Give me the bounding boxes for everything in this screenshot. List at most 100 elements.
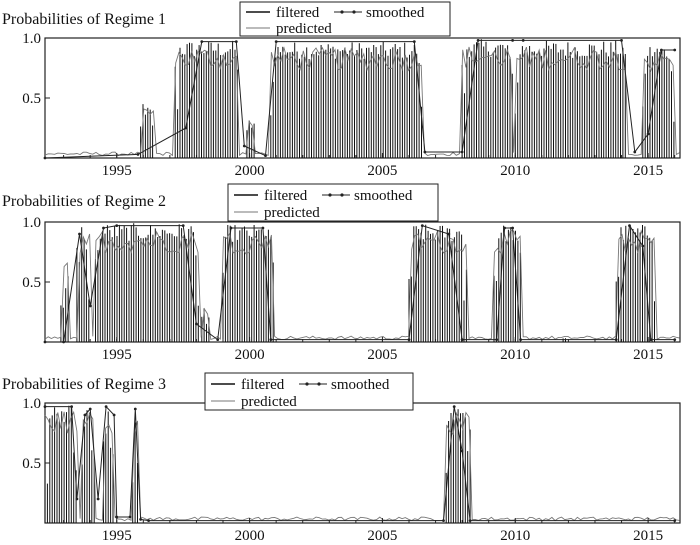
legend: filtered smoothed predicted xyxy=(204,372,414,411)
x-tick-label: 2010 xyxy=(500,347,530,363)
smoothed-point xyxy=(83,413,87,417)
smoothed-point xyxy=(147,519,151,522)
y-axis-ticks: 0.5 1.0 xyxy=(22,215,50,291)
smoothed-point xyxy=(216,338,220,341)
smoothed-point xyxy=(468,519,472,522)
legend-smoothed-marker xyxy=(352,10,356,14)
legend-box xyxy=(204,372,414,411)
x-tick-label: 2000 xyxy=(235,347,265,363)
legend-smoothed-marker xyxy=(340,10,344,14)
smoothed-point xyxy=(521,39,525,42)
x-tick-label: 2015 xyxy=(633,163,663,179)
x-tick-label: 1995 xyxy=(102,528,132,544)
x-tick-label: 2005 xyxy=(367,163,397,179)
smoothed-point xyxy=(511,39,514,42)
x-tick-label: 2015 xyxy=(633,528,663,544)
legend: filtered smoothed predicted xyxy=(227,183,439,222)
smoothed-point xyxy=(102,226,105,230)
x-tick-label: 2010 xyxy=(500,163,530,179)
predicted-line xyxy=(44,46,680,157)
legend-smoothed-label: smoothed xyxy=(366,5,425,21)
smoothed-point xyxy=(495,338,499,341)
smoothed-point xyxy=(274,40,278,43)
smoothed-point xyxy=(43,340,47,344)
legend-smoothed-marker xyxy=(317,382,321,386)
smoothed-point xyxy=(460,449,464,453)
smoothed-point xyxy=(115,224,119,228)
x-tick-label: 2010 xyxy=(500,528,530,544)
smoothed-line xyxy=(45,224,675,343)
panel-title: Probabilities of Regime 1 xyxy=(2,11,166,28)
plot-marks xyxy=(43,39,680,160)
x-axis-ticks: 1995 2000 2005 2010 2015 xyxy=(63,153,676,179)
smoothed-point xyxy=(88,407,92,411)
smoothed-point xyxy=(264,154,267,158)
y-tick-label: 1.0 xyxy=(22,396,41,412)
y-tick-label: 1.0 xyxy=(22,215,41,231)
legend: filtered smoothed predicted xyxy=(239,1,451,37)
y-axis-ticks: 0.5 1.0 xyxy=(22,396,50,472)
smoothed-point xyxy=(43,156,47,160)
y-tick-label: 1.0 xyxy=(22,31,41,47)
smoothed-point xyxy=(234,40,238,43)
smoothed-point xyxy=(229,226,233,230)
x-tick-label: 2005 xyxy=(367,347,397,363)
smoothed-line xyxy=(45,405,675,522)
smoothed-point xyxy=(242,144,246,148)
x-tick-label: 2000 xyxy=(235,163,265,179)
x-tick-label: 2005 xyxy=(367,528,397,544)
x-axis-ticks: 1995 2000 2005 2010 2015 xyxy=(63,337,676,363)
smoothed-point xyxy=(181,224,185,228)
plot-marks xyxy=(43,405,680,523)
smoothed-point xyxy=(88,304,92,308)
smoothed-point xyxy=(460,150,464,154)
legend-predicted-label: predicted xyxy=(241,394,297,410)
x-tick-label: 2000 xyxy=(235,528,265,544)
smoothed-point xyxy=(70,405,73,408)
smoothed-point xyxy=(447,232,451,236)
smoothed-point xyxy=(649,338,653,341)
smoothed-point xyxy=(78,232,81,236)
legend-filtered-label: filtered xyxy=(264,188,308,204)
smoothed-point xyxy=(442,519,445,522)
smoothed-point xyxy=(269,338,273,341)
smoothed-point xyxy=(620,39,623,42)
smoothed-point xyxy=(641,244,645,248)
y-axis-ticks: 0.5 1.0 xyxy=(22,31,50,107)
smoothed-point xyxy=(476,39,480,42)
smoothed-point xyxy=(200,40,204,43)
legend-predicted-label: predicted xyxy=(264,205,320,221)
panel-regime-3: Probabilities of Regime 3 1995 2000 2005 20… xyxy=(2,372,681,544)
smoothed-point xyxy=(133,407,137,411)
smoothed-point xyxy=(195,322,198,326)
y-tick-label: 0.5 xyxy=(22,275,41,291)
smoothed-point xyxy=(104,405,108,408)
legend-smoothed-label: smoothed xyxy=(354,188,413,204)
smoothed-point xyxy=(423,150,427,154)
legend-box xyxy=(239,1,451,37)
smoothed-point xyxy=(452,405,456,408)
predicted-line xyxy=(44,410,680,522)
smoothed-point xyxy=(261,226,265,230)
smoothed-point xyxy=(115,515,119,519)
panel-title: Probabilities of Regime 3 xyxy=(2,376,166,393)
y-tick-label: 0.5 xyxy=(22,456,41,472)
panel-regime-1: Probabilities of Regime 1 1995 2000 2005 20… xyxy=(2,1,681,179)
smoothed-point xyxy=(519,338,522,341)
plot-marks xyxy=(43,223,680,344)
legend-predicted-label: predicted xyxy=(276,21,332,37)
smoothed-point xyxy=(184,126,188,130)
panel-regime-2: Probabilities of Regime 2 1995 2000 2005 20… xyxy=(2,183,681,363)
x-tick-label: 1995 xyxy=(102,163,132,179)
smoothed-point xyxy=(511,226,514,230)
smoothed-point xyxy=(136,153,140,156)
smoothed-point xyxy=(412,40,416,43)
x-tick-label: 1995 xyxy=(102,347,132,363)
smoothed-point xyxy=(43,405,47,408)
smoothed-point xyxy=(673,48,677,52)
smoothed-point xyxy=(75,497,79,501)
legend-smoothed-label: smoothed xyxy=(331,377,390,393)
smoothed-point xyxy=(420,224,424,228)
x-axis-ticks: 1995 2000 2005 2010 2015 xyxy=(63,518,676,544)
